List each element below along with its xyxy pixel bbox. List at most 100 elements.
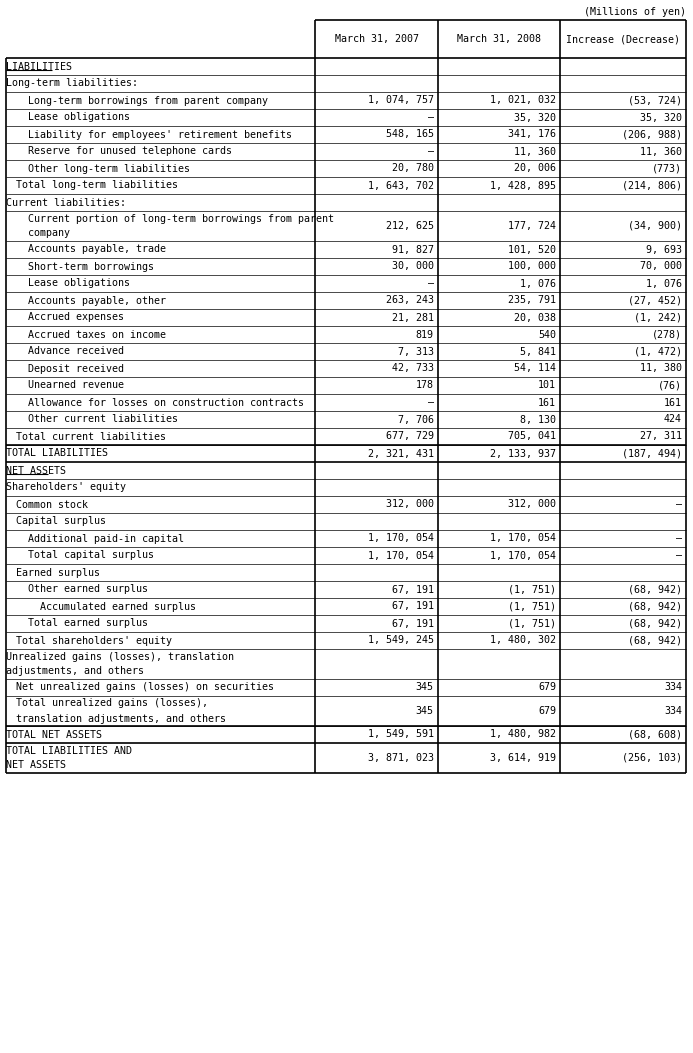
Text: 1, 074, 757: 1, 074, 757 <box>368 96 434 105</box>
Text: 1, 480, 982: 1, 480, 982 <box>490 730 556 739</box>
Text: Long-term liabilities:: Long-term liabilities: <box>6 79 138 88</box>
Text: 679: 679 <box>538 706 556 716</box>
Text: 67, 191: 67, 191 <box>392 584 434 595</box>
Text: 70, 000: 70, 000 <box>640 261 682 272</box>
Text: 312, 000: 312, 000 <box>508 499 556 510</box>
Text: (Millions of yen): (Millions of yen) <box>584 7 686 17</box>
Text: 1, 170, 054: 1, 170, 054 <box>368 534 434 543</box>
Text: Total current liabilities: Total current liabilities <box>16 432 166 441</box>
Text: 705, 041: 705, 041 <box>508 432 556 441</box>
Text: 312, 000: 312, 000 <box>386 499 434 510</box>
Text: Total shareholders' equity: Total shareholders' equity <box>16 636 172 645</box>
Text: 424: 424 <box>664 415 682 424</box>
Text: –: – <box>676 499 682 510</box>
Text: translation adjustments, and others: translation adjustments, and others <box>16 714 226 723</box>
Text: (278): (278) <box>652 330 682 339</box>
Text: Total capital surplus: Total capital surplus <box>28 551 154 560</box>
Text: 1, 643, 702: 1, 643, 702 <box>368 180 434 191</box>
Text: (68, 942): (68, 942) <box>628 584 682 595</box>
Text: Increase (Decrease): Increase (Decrease) <box>566 34 680 44</box>
Text: 20, 780: 20, 780 <box>392 163 434 174</box>
Text: –: – <box>428 146 434 157</box>
Text: Deposit received: Deposit received <box>28 363 124 374</box>
Text: Unearned revenue: Unearned revenue <box>28 380 124 391</box>
Text: 11, 380: 11, 380 <box>640 363 682 374</box>
Text: 20, 006: 20, 006 <box>514 163 556 174</box>
Text: 7, 313: 7, 313 <box>398 346 434 357</box>
Text: 235, 791: 235, 791 <box>508 296 556 305</box>
Text: (1, 751): (1, 751) <box>508 584 556 595</box>
Text: 161: 161 <box>664 397 682 408</box>
Text: 1, 076: 1, 076 <box>646 278 682 289</box>
Text: (773): (773) <box>652 163 682 174</box>
Text: (68, 942): (68, 942) <box>628 636 682 645</box>
Text: 3, 614, 919: 3, 614, 919 <box>490 753 556 763</box>
Text: Liability for employees' retirement benefits: Liability for employees' retirement bene… <box>28 130 292 139</box>
Text: Other earned surplus: Other earned surplus <box>28 584 148 595</box>
Text: (68, 942): (68, 942) <box>628 601 682 612</box>
Text: 20, 038: 20, 038 <box>514 313 556 322</box>
Text: 345: 345 <box>416 682 434 693</box>
Text: Accrued expenses: Accrued expenses <box>28 313 124 322</box>
Text: NET ASSETS: NET ASSETS <box>6 465 66 476</box>
Text: (68, 608): (68, 608) <box>628 730 682 739</box>
Text: 30, 000: 30, 000 <box>392 261 434 272</box>
Text: Total unrealized gains (losses),: Total unrealized gains (losses), <box>16 698 208 709</box>
Text: 100, 000: 100, 000 <box>508 261 556 272</box>
Text: 177, 724: 177, 724 <box>508 221 556 231</box>
Text: (1, 751): (1, 751) <box>508 601 556 612</box>
Text: TOTAL LIABILITIES AND: TOTAL LIABILITIES AND <box>6 746 132 755</box>
Text: (1, 242): (1, 242) <box>634 313 682 322</box>
Text: 178: 178 <box>416 380 434 391</box>
Text: Accrued taxes on income: Accrued taxes on income <box>28 330 166 339</box>
Text: 819: 819 <box>416 330 434 339</box>
Text: (256, 103): (256, 103) <box>622 753 682 763</box>
Text: 1, 021, 032: 1, 021, 032 <box>490 96 556 105</box>
Text: Other current liabilities: Other current liabilities <box>28 415 178 424</box>
Text: (27, 452): (27, 452) <box>628 296 682 305</box>
Text: 1, 076: 1, 076 <box>520 278 556 289</box>
Text: TOTAL LIABILITIES: TOTAL LIABILITIES <box>6 449 108 458</box>
Text: 67, 191: 67, 191 <box>392 618 434 629</box>
Text: Reserve for unused telephone cards: Reserve for unused telephone cards <box>28 146 232 157</box>
Text: Long-term borrowings from parent company: Long-term borrowings from parent company <box>28 96 268 105</box>
Text: 1, 170, 054: 1, 170, 054 <box>368 551 434 560</box>
Text: 91, 827: 91, 827 <box>392 244 434 255</box>
Text: 334: 334 <box>664 706 682 716</box>
Text: 2, 133, 937: 2, 133, 937 <box>490 449 556 458</box>
Text: 1, 480, 302: 1, 480, 302 <box>490 636 556 645</box>
Text: Additional paid-in capital: Additional paid-in capital <box>28 534 184 543</box>
Text: Accounts payable, other: Accounts payable, other <box>28 296 166 305</box>
Text: 677, 729: 677, 729 <box>386 432 434 441</box>
Text: 101, 520: 101, 520 <box>508 244 556 255</box>
Text: March 31, 2008: March 31, 2008 <box>457 34 541 44</box>
Text: LIABILITIES: LIABILITIES <box>6 61 72 72</box>
Text: 1, 170, 054: 1, 170, 054 <box>490 534 556 543</box>
Text: adjustments, and others: adjustments, and others <box>6 667 144 676</box>
Text: Earned surplus: Earned surplus <box>16 568 100 577</box>
Text: Allowance for losses on construction contracts: Allowance for losses on construction con… <box>28 397 304 408</box>
Text: 1, 549, 245: 1, 549, 245 <box>368 636 434 645</box>
Text: 42, 733: 42, 733 <box>392 363 434 374</box>
Text: 161: 161 <box>538 397 556 408</box>
Text: 54, 114: 54, 114 <box>514 363 556 374</box>
Text: company: company <box>28 229 70 238</box>
Text: Current liabilities:: Current liabilities: <box>6 198 126 207</box>
Text: 341, 176: 341, 176 <box>508 130 556 139</box>
Text: TOTAL NET ASSETS: TOTAL NET ASSETS <box>6 730 102 739</box>
Text: 7, 706: 7, 706 <box>398 415 434 424</box>
Text: 8, 130: 8, 130 <box>520 415 556 424</box>
Text: –: – <box>676 551 682 560</box>
Text: 212, 625: 212, 625 <box>386 221 434 231</box>
Text: Total long-term liabilities: Total long-term liabilities <box>16 180 178 191</box>
Text: 27, 311: 27, 311 <box>640 432 682 441</box>
Text: 35, 320: 35, 320 <box>514 113 556 122</box>
Text: 1, 549, 591: 1, 549, 591 <box>368 730 434 739</box>
Text: Shareholders' equity: Shareholders' equity <box>6 482 126 493</box>
Text: Capital surplus: Capital surplus <box>16 517 106 526</box>
Text: 9, 693: 9, 693 <box>646 244 682 255</box>
Text: 11, 360: 11, 360 <box>640 146 682 157</box>
Text: Lease obligations: Lease obligations <box>28 278 130 289</box>
Text: Common stock: Common stock <box>16 499 88 510</box>
Text: (68, 942): (68, 942) <box>628 618 682 629</box>
